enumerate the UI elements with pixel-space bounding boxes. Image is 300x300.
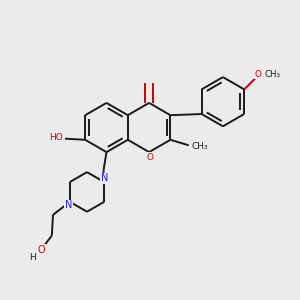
Text: H: H (29, 253, 36, 262)
Text: N: N (101, 173, 108, 183)
Text: O: O (146, 153, 153, 162)
Text: N: N (65, 200, 73, 210)
Text: O: O (37, 245, 45, 255)
Text: CH₃: CH₃ (192, 142, 208, 151)
Text: CH₃: CH₃ (264, 70, 280, 79)
Text: O: O (255, 70, 262, 79)
Text: HO: HO (49, 133, 62, 142)
